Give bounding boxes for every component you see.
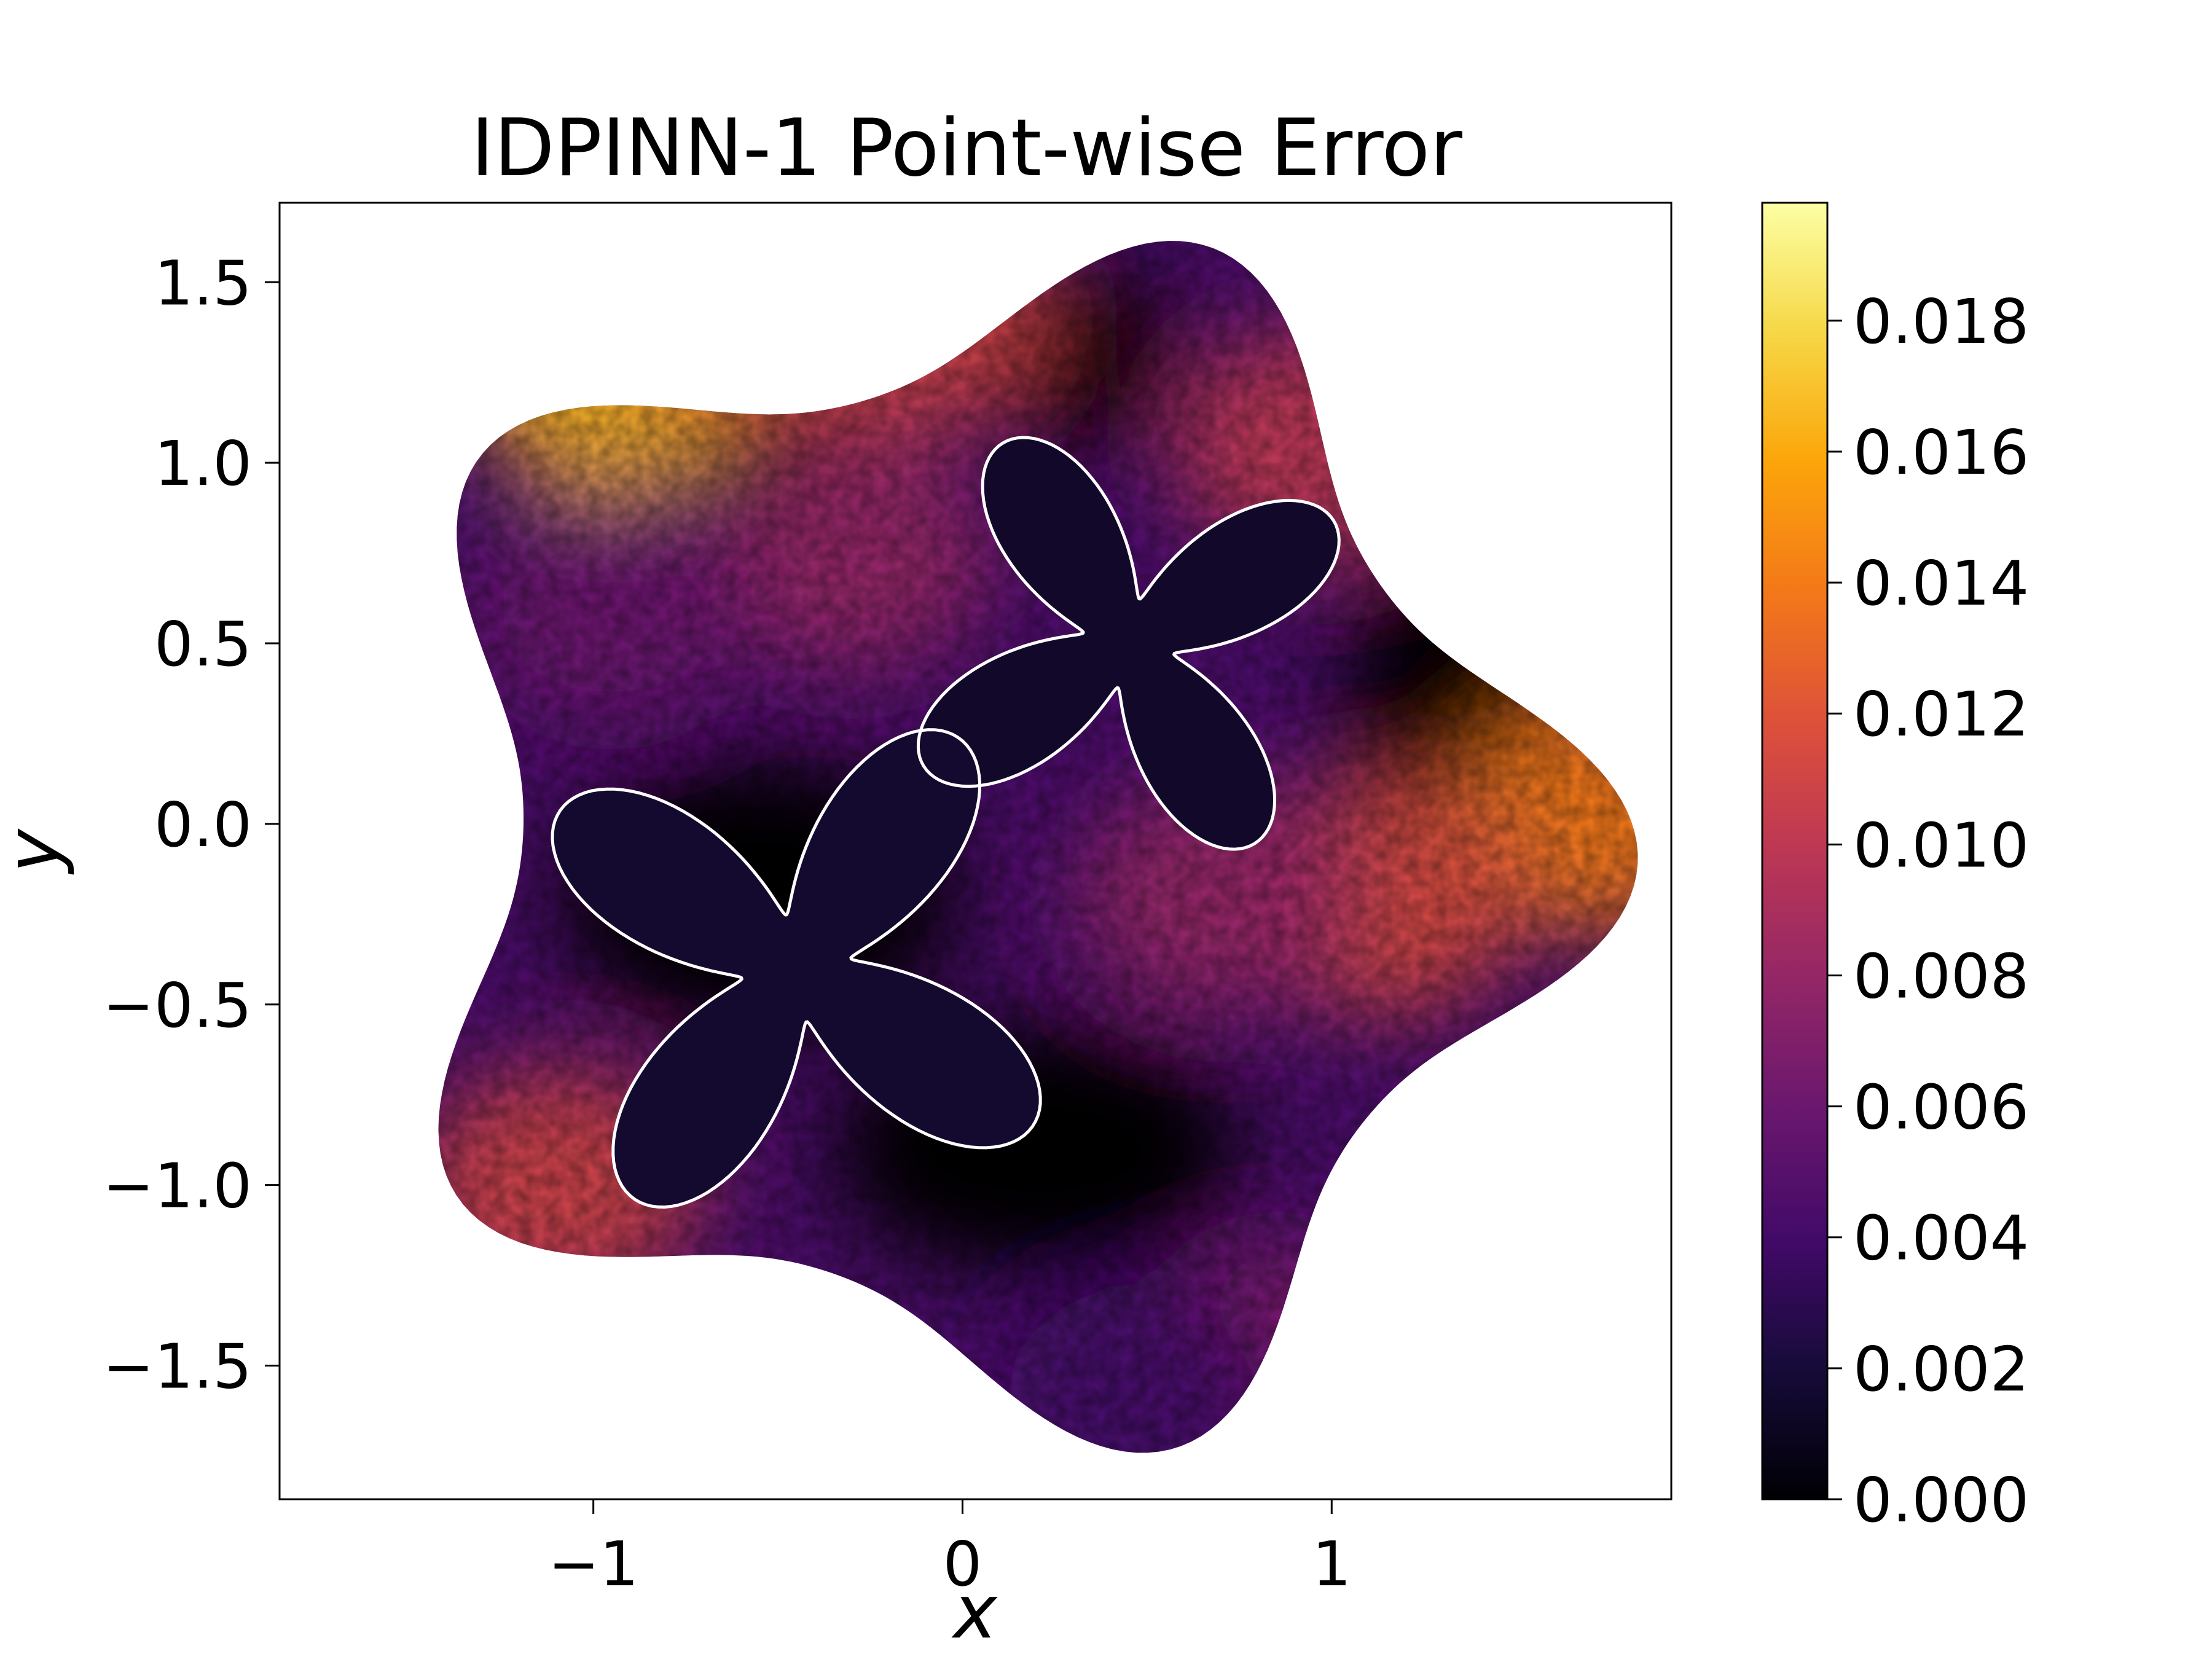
y-axis-label: y bbox=[0, 828, 76, 875]
colorbar: 0.000 0.002 0.004 0.006 0.008 0.010 0.012 0.014… bbox=[1761, 202, 2029, 1536]
x-tick-label: 1 bbox=[1312, 1528, 1351, 1600]
y-tick-label: −1.0 bbox=[103, 1150, 252, 1222]
colorbar-tick-label: 0.018 bbox=[1853, 286, 2029, 358]
colorbar-tick-label: 0.000 bbox=[1853, 1464, 2029, 1536]
y-tick-label: 1.0 bbox=[154, 428, 252, 500]
colorbar-tick-label: 0.012 bbox=[1853, 678, 2029, 750]
hole-outlines bbox=[551, 436, 1341, 1209]
colorbar-tick-label: 0.010 bbox=[1853, 809, 2029, 881]
colorbar-tick-label: 0.016 bbox=[1853, 417, 2029, 488]
colorbar-gradient bbox=[1761, 202, 1829, 1500]
x-axis-label: x bbox=[951, 1570, 998, 1655]
x-tick-label: 0 bbox=[943, 1528, 982, 1600]
colorbar-tick-label: 0.006 bbox=[1853, 1072, 2029, 1143]
y-axis-ticks: 1.5 1.0 0.5 0.0 −0.5 −1.0 −1.5 bbox=[103, 247, 280, 1403]
x-tick-label: −1 bbox=[548, 1528, 638, 1600]
error-region bbox=[618, 241, 901, 417]
colorbar-tick-label: 0.014 bbox=[1853, 547, 2029, 619]
y-tick-label: 1.5 bbox=[154, 247, 252, 319]
plot-area: −1 0 1 1.5 1.0 0.5 0.0 −0.5 −1.0 −1.5 bbox=[103, 202, 1673, 1600]
colorbar-tick-label: 0.002 bbox=[1853, 1333, 2029, 1405]
colorbar-tick-label: 0.004 bbox=[1853, 1202, 2029, 1274]
axes-frame bbox=[278, 202, 1673, 1500]
hole-interior bbox=[918, 437, 1339, 850]
colorbar-ticks: 0.000 0.002 0.004 0.006 0.008 0.010 0.012 0.014… bbox=[1827, 286, 2029, 1536]
hole-boundary bbox=[551, 728, 1042, 1209]
x-axis-ticks: −1 0 1 bbox=[548, 1499, 1351, 1600]
hole-interior bbox=[552, 729, 1041, 1207]
y-tick-label: −0.5 bbox=[103, 970, 252, 1041]
colorbar-tick-label: 0.008 bbox=[1853, 940, 2029, 1012]
y-tick-label: −1.5 bbox=[103, 1331, 252, 1403]
y-tick-label: 0.0 bbox=[154, 789, 252, 861]
hole-boundary bbox=[916, 436, 1341, 851]
chart-title: IDPINN-1 Point-wise Error bbox=[471, 103, 1462, 194]
y-tick-label: 0.5 bbox=[154, 608, 252, 680]
error-noise bbox=[438, 241, 1638, 1453]
error-field bbox=[438, 241, 1638, 1453]
